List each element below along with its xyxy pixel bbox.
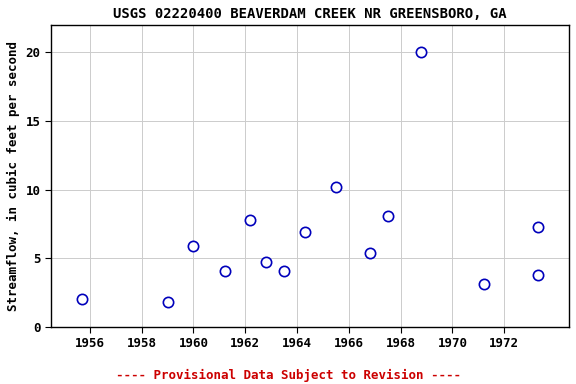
Point bbox=[331, 184, 340, 190]
Point bbox=[533, 223, 543, 230]
Point bbox=[262, 259, 271, 265]
Y-axis label: Streamflow, in cubic feet per second: Streamflow, in cubic feet per second bbox=[7, 41, 20, 311]
Point bbox=[417, 49, 426, 55]
Text: ---- Provisional Data Subject to Revision ----: ---- Provisional Data Subject to Revisio… bbox=[116, 369, 460, 382]
Point bbox=[189, 243, 198, 249]
Point bbox=[77, 296, 86, 302]
Point bbox=[479, 281, 488, 287]
Point bbox=[246, 217, 255, 223]
Point bbox=[533, 271, 543, 278]
Title: USGS 02220400 BEAVERDAM CREEK NR GREENSBORO, GA: USGS 02220400 BEAVERDAM CREEK NR GREENSB… bbox=[113, 7, 507, 21]
Point bbox=[163, 299, 172, 305]
Point bbox=[300, 229, 309, 235]
Point bbox=[383, 212, 392, 218]
Point bbox=[279, 267, 289, 273]
Point bbox=[365, 250, 374, 256]
Point bbox=[220, 267, 229, 273]
